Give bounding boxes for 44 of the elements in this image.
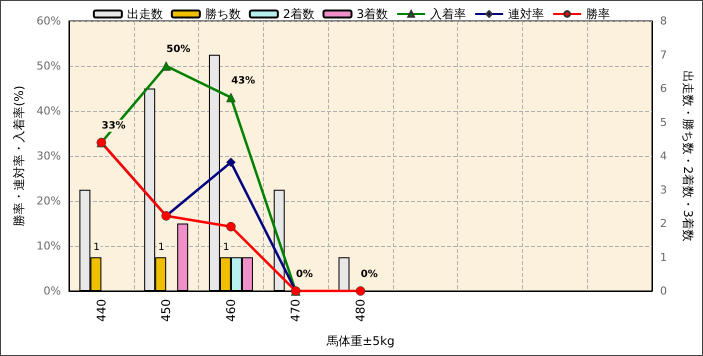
- data-label: 1: [158, 242, 165, 253]
- y2-tick-label: 0: [660, 284, 667, 298]
- data-label: 1: [93, 242, 100, 253]
- y-tick-label: 50%: [36, 60, 61, 72]
- y-tick-label: 20%: [36, 194, 61, 208]
- data-label: 0%: [296, 268, 313, 280]
- y-axis-title: 勝率・連対率・入着率(%): [12, 86, 26, 226]
- data-label: 43%: [231, 75, 256, 86]
- legend-label: 出走数: [126, 7, 163, 21]
- y2-tick-label: 5: [660, 116, 667, 129]
- legend-label: 勝ち数: [204, 7, 241, 21]
- y-tick-label: 30%: [36, 150, 61, 162]
- point: [161, 61, 171, 71]
- x-tick-label: 480: [354, 299, 368, 322]
- x-tick-label: 440: [94, 299, 108, 322]
- y2-tick-label: 2: [660, 217, 667, 230]
- legend-label: 3着数: [356, 7, 388, 21]
- x-tick-label: 450: [159, 299, 174, 322]
- legend-label: 2着数: [282, 7, 315, 21]
- y2-tick-label: 4: [660, 150, 667, 162]
- y2-tick-label: 7: [660, 48, 667, 62]
- legend-label: 入着率: [430, 7, 466, 21]
- legend-label: 連対率: [508, 7, 544, 21]
- y2-tick-label: 8: [660, 14, 667, 28]
- y2-tick-label: 1: [660, 250, 667, 264]
- y-tick-label: 10%: [36, 240, 61, 252]
- point: [226, 92, 236, 102]
- y-tick-label: 60%: [36, 14, 61, 28]
- data-label: 33%: [102, 120, 126, 132]
- y2-tick-label: 3: [660, 183, 667, 196]
- legend-label: 勝率: [586, 7, 610, 21]
- data-label: 0%: [360, 268, 378, 280]
- point: [226, 158, 236, 168]
- x-tick-label: 460: [224, 299, 238, 322]
- y-tick-label: 40%: [36, 104, 61, 118]
- point: [226, 222, 236, 232]
- point: [356, 286, 366, 296]
- y2-tick-label: 6: [660, 82, 667, 95]
- y2-axis-title: 出走数・勝ち数・2着数・3着数: [681, 70, 695, 242]
- data-label: 1: [222, 242, 230, 253]
- y-tick-label: 0%: [44, 284, 61, 298]
- x-axis-title: 馬体重±5kg: [325, 334, 395, 348]
- x-tick-label: 470: [288, 299, 303, 322]
- data-label: 50%: [166, 44, 190, 55]
